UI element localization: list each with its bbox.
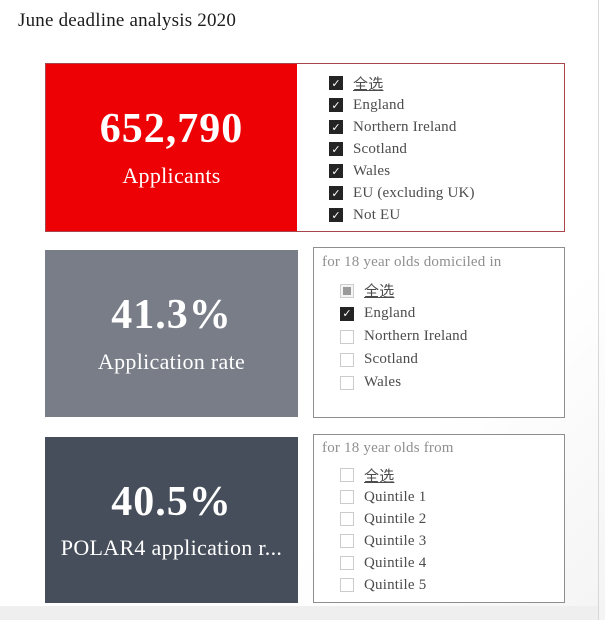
domicile-filter-list: 全选 England Northern Ireland Scotland Wal…	[329, 72, 475, 226]
applicants-label: Applicants	[122, 162, 221, 188]
domiciled-filter-list: 全选 England Northern Ireland Scotland Wal…	[340, 279, 556, 394]
checkbox-unchecked-icon[interactable]	[340, 352, 354, 367]
filter-option-label: Wales	[353, 162, 391, 179]
checkbox-checked-icon[interactable]	[329, 164, 343, 178]
filter-option-label: EU (excluding UK)	[353, 184, 475, 201]
page-title: June deadline analysis 2020	[18, 10, 237, 31]
checkbox-unchecked-icon[interactable]	[340, 512, 354, 526]
checkbox-indeterminate-icon[interactable]	[340, 283, 354, 298]
application-rate-label: Application rate	[97, 348, 246, 374]
filter-option-quintile-1[interactable]: Quintile 1	[340, 486, 556, 508]
filter-option-label: Scotland	[364, 351, 419, 367]
filter-option-label: Quintile 2	[364, 510, 427, 527]
filter-option-quintile-4[interactable]: Quintile 4	[340, 552, 556, 574]
filter-option-label: Quintile 1	[364, 488, 427, 505]
applicants-card: 652,790 Applicants 全选 England Northern I…	[45, 63, 565, 232]
filter-option-northern-ireland[interactable]: Northern Ireland	[340, 325, 556, 348]
filter-option-eu-excluding-uk[interactable]: EU (excluding UK)	[329, 182, 475, 204]
filter-option-northern-ireland[interactable]: Northern Ireland	[329, 116, 475, 138]
quintile-filter-panel: for 18 year olds from 全选 Quintile 1 Quin…	[313, 434, 565, 603]
filter-panel-header: for 18 year olds domiciled in	[322, 254, 502, 270]
checkbox-checked-icon[interactable]	[329, 208, 343, 222]
page-bottom-strip	[0, 606, 599, 620]
checkbox-checked-icon[interactable]	[329, 186, 343, 200]
checkbox-unchecked-icon[interactable]	[340, 329, 354, 344]
filter-option-label: Quintile 5	[364, 576, 427, 593]
filter-option-label: Not EU	[353, 206, 401, 223]
filter-option-wales[interactable]: Wales	[329, 160, 475, 182]
filter-option-label: England	[353, 96, 405, 113]
filter-option-label: Scotland	[353, 140, 408, 157]
filter-option-select-all[interactable]: 全选	[340, 279, 556, 302]
filter-option-label: Quintile 4	[364, 554, 427, 571]
filter-option-scotland[interactable]: Scotland	[329, 138, 475, 160]
filter-option-label: Wales	[364, 374, 402, 390]
application-rate-kpi: 41.3% Application rate	[45, 250, 298, 417]
checkbox-unchecked-icon[interactable]	[340, 468, 354, 482]
filter-option-label: Quintile 3	[364, 532, 427, 549]
domiciled-filter-panel: for 18 year olds domiciled in 全选 England…	[313, 247, 565, 418]
checkbox-unchecked-icon[interactable]	[340, 534, 354, 548]
applicants-kpi: 652,790 Applicants	[46, 64, 297, 231]
polar4-rate-label: POLAR4 application r...	[60, 535, 283, 561]
polar4-rate-kpi: 40.5% POLAR4 application r...	[45, 437, 298, 603]
filter-option-label: 全选	[364, 468, 395, 485]
filter-option-label: Northern Ireland	[364, 328, 468, 344]
checkbox-checked-icon[interactable]	[329, 142, 343, 156]
filter-option-england[interactable]: England	[329, 94, 475, 116]
filter-option-england[interactable]: England	[340, 302, 556, 325]
filter-option-quintile-5[interactable]: Quintile 5	[340, 574, 556, 596]
polar4-rate-value: 40.5%	[111, 478, 232, 525]
filter-option-select-all[interactable]: 全选	[340, 464, 556, 486]
filter-option-label: 全选	[353, 76, 384, 93]
checkbox-checked-icon[interactable]	[329, 98, 343, 112]
filter-option-label: 全选	[364, 284, 395, 300]
filter-option-quintile-2[interactable]: Quintile 2	[340, 508, 556, 530]
checkbox-unchecked-icon[interactable]	[340, 578, 354, 592]
filter-option-label: England	[364, 305, 416, 321]
application-rate-value: 41.3%	[111, 292, 232, 339]
filter-option-select-all[interactable]: 全选	[329, 72, 475, 94]
checkbox-checked-icon[interactable]	[329, 120, 343, 134]
quintile-filter-list: 全选 Quintile 1 Quintile 2 Quintile 3 Quin…	[340, 464, 556, 596]
applicants-value: 652,790	[99, 106, 244, 153]
page-right-edge	[598, 0, 599, 620]
filter-option-quintile-3[interactable]: Quintile 3	[340, 530, 556, 552]
filter-option-scotland[interactable]: Scotland	[340, 348, 556, 371]
checkbox-unchecked-icon[interactable]	[340, 375, 354, 390]
filter-panel-header: for 18 year olds from	[322, 440, 454, 456]
filter-option-not-eu[interactable]: Not EU	[329, 204, 475, 226]
checkbox-unchecked-icon[interactable]	[340, 556, 354, 570]
checkbox-checked-icon[interactable]	[329, 76, 343, 90]
filter-option-label: Northern Ireland	[353, 118, 457, 135]
checkbox-checked-icon[interactable]	[340, 306, 354, 321]
checkbox-unchecked-icon[interactable]	[340, 490, 354, 504]
filter-option-wales[interactable]: Wales	[340, 371, 556, 394]
